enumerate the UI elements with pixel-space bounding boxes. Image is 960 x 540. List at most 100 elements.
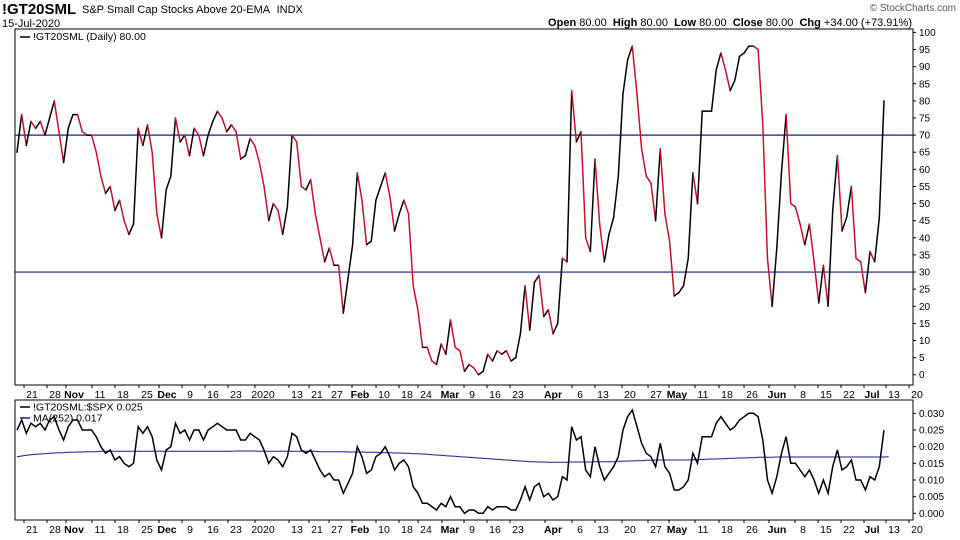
price-line-segment [566,89,573,263]
price-line-segment [589,158,596,253]
price-line-segment [845,185,853,219]
price-line-segment [375,185,382,201]
price-line-segment [39,120,46,136]
x-tick-label: Jul [864,524,879,536]
price-line-segment [570,89,578,143]
price-line-segment [253,144,261,164]
price-line-segment [463,363,470,373]
price-line-segment [538,274,545,318]
x-tick-label: Jun [768,389,787,401]
close-value: 80.00 [765,17,794,29]
price-line-segment [482,353,489,373]
open-value: 80.00 [579,17,607,29]
price-line-segment [202,134,209,157]
y-tick-label: 50 [919,199,931,210]
ratio-series-line [16,450,889,463]
price-line-segment [128,223,135,236]
x-tick-label: 27 [650,524,662,536]
price-line-segment [151,151,158,215]
legend-label: !GT20SML:$SPX 0.025 [33,402,143,414]
y-tick-label: 0.020 [919,442,944,453]
x-tick-label: 16 [207,389,219,401]
price-line-segment [305,178,312,191]
y-tick-label: 0.015 [919,459,944,470]
ratio-panel: 0.000 0.005 0.010 0.015 0.020 0.025 0.030 21 28 N… [14,399,944,536]
price-line-segment [239,154,247,160]
x-tick-label: 27 [650,389,662,401]
price-line-segment [118,199,125,222]
price-line-segment [608,216,615,236]
x-tick-label: 9 [469,389,475,401]
price-line-segment [309,178,317,215]
price-line-segment [757,48,764,126]
x-tick-label: 9 [187,524,193,536]
price-line-segment [766,257,773,308]
x-tick-label: 20 [624,524,636,536]
price-line-segment [724,69,731,92]
price-line-segment [244,137,251,157]
price-line-segment [864,250,871,294]
x-tick-label: Mar [441,524,460,536]
x-tick-label: Mar [441,389,460,401]
y-tick-label: 45 [919,216,931,227]
index-name: S&P Small Cap Stocks Above 20-EMA [82,4,270,16]
price-line-segment [687,172,694,260]
low-value: 80.00 [699,17,727,29]
price-line-segment [556,257,564,325]
y-tick-label: 25 [919,285,931,296]
price-line-segment [827,209,834,308]
price-line-segment [76,113,84,133]
price-line-segment [822,264,829,308]
price-line-segment [267,202,275,222]
y-tick-label: 85 [919,79,931,90]
price-line-segment [328,247,335,266]
chart-date: 15-Jul-2020 [2,18,61,30]
price-line-segment [799,223,806,246]
x-tick-label: 26 [746,389,758,401]
price-line-segment [123,219,130,236]
price-line-segment [300,185,307,191]
y-tick-label: 0 [919,370,925,381]
x-tick-label: 11 [95,524,106,536]
price-line-segment [808,223,815,263]
x-tick-label: 27 [331,389,343,401]
price-line-segment [878,100,885,219]
low-label: Low [674,17,697,29]
x-tick-label: 10 [378,524,390,536]
x-tick-label: 6 [577,389,583,401]
price-line-segment [692,172,699,205]
x-tick-label: Feb [351,389,370,401]
x-tick-label: 9 [187,389,193,401]
y-tick-label: 100 [919,28,936,39]
x-tick-label: Feb [351,524,370,536]
price-line-segment [221,117,228,133]
price-line-segment [431,360,438,366]
price-line-segment [650,182,657,222]
price-line-segment [34,120,42,130]
price-line-segment [528,281,536,331]
price-line-segment [491,350,498,362]
chart-description: S&P Small Cap Stocks Above 20-EMA INDX [82,4,303,16]
x-tick-label: 16 [207,524,219,536]
main-price-panel: 0 5 10 15 20 25 30 35 40 45 50 55 60 65 70 75 80 85 90 95 10… [14,28,936,401]
price-line-segment [90,134,97,153]
price-line-segment [179,134,186,143]
price-line-segment [454,346,461,352]
open-label: Open [548,17,577,29]
price-line-segment [594,158,601,225]
price-line-segment [645,175,652,184]
price-line-segment [459,350,466,373]
price-line-segment [738,52,745,58]
price-line-segment [361,199,368,246]
price-line-segment [337,264,345,314]
x-tick-label: 11 [698,389,709,401]
price-line-segment [160,189,167,239]
price-line-segment [109,185,116,212]
y-tick-label: 55 [919,182,931,193]
x-tick-label: 11 [698,524,709,536]
price-line-segment [412,284,419,311]
price-line-segment [664,213,671,242]
price-line-segment [622,59,629,95]
price-line-segment [547,308,554,335]
